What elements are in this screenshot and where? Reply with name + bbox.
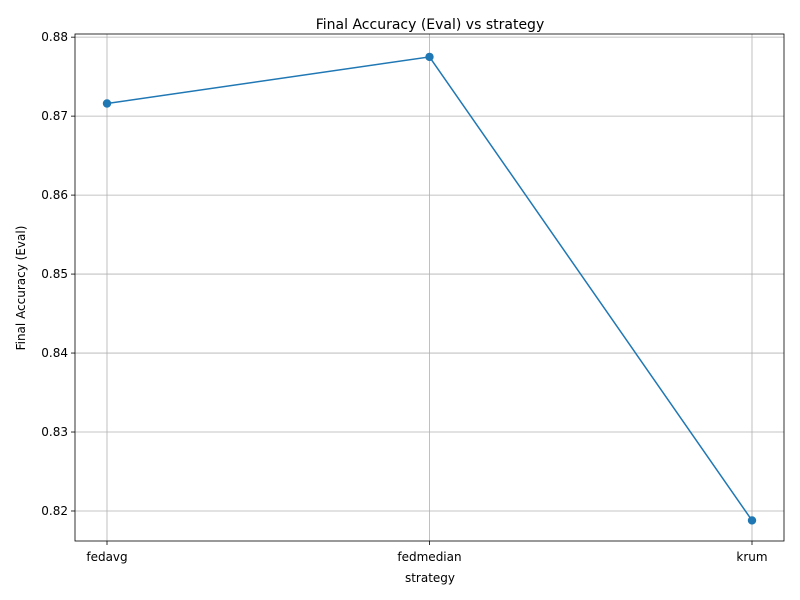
y-tick-label: 0.83 <box>41 425 68 439</box>
y-tick-label: 0.88 <box>41 30 68 44</box>
data-point <box>747 516 757 525</box>
y-tick-label: 0.84 <box>41 346 68 360</box>
grid <box>75 34 784 541</box>
y-axis-label: Final Accuracy (Eval) <box>14 226 28 351</box>
plot-frame <box>74 33 785 542</box>
y-tick-label: 0.85 <box>41 267 68 281</box>
y-tick-label: 0.87 <box>41 109 68 123</box>
y-tick-label: 0.82 <box>41 504 68 518</box>
data-point <box>425 52 434 62</box>
chart-title: Final Accuracy (Eval) vs strategy <box>316 17 544 33</box>
x-tick-label: krum <box>736 550 767 564</box>
data-point <box>102 99 112 108</box>
y-axis: 0.82 0.83 0.84 0.85 0.86 0.87 0.88 <box>41 30 75 518</box>
x-axis-label: strategy <box>405 571 455 585</box>
x-tick-label: fedmedian <box>397 550 461 564</box>
y-tick-label: 0.86 <box>41 188 68 202</box>
data-series <box>102 52 757 525</box>
x-axis: fedavg fedmedian krum <box>86 541 768 564</box>
x-tick-label: fedavg <box>86 550 127 564</box>
